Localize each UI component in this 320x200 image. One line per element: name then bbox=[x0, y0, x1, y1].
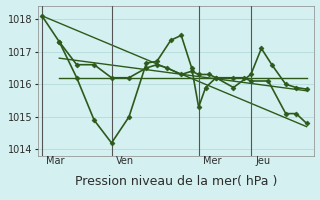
Text: Mer: Mer bbox=[203, 156, 221, 166]
Text: Jeu: Jeu bbox=[255, 156, 270, 166]
X-axis label: Pression niveau de la mer( hPa ): Pression niveau de la mer( hPa ) bbox=[75, 175, 277, 188]
Text: Mar: Mar bbox=[46, 156, 65, 166]
Text: Ven: Ven bbox=[116, 156, 134, 166]
